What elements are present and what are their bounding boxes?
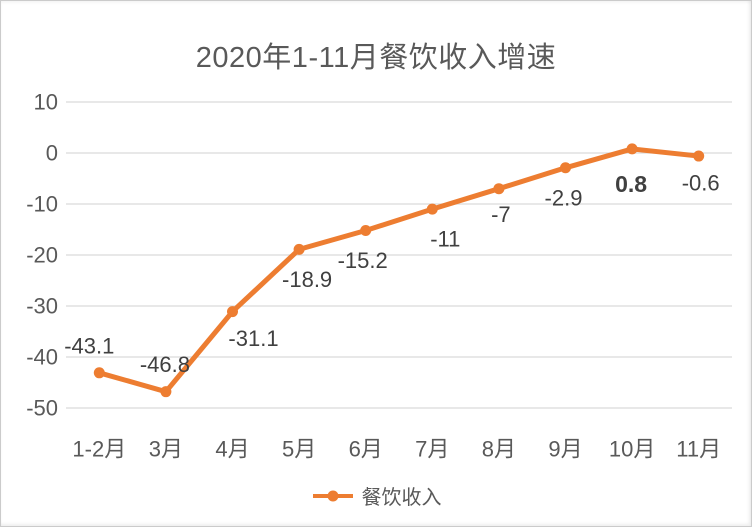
data-point-marker bbox=[293, 243, 305, 255]
x-category-label: 1-2月 bbox=[72, 437, 126, 462]
data-label: -15.2 bbox=[338, 248, 388, 273]
data-point-marker bbox=[693, 150, 705, 162]
data-label: -31.1 bbox=[228, 326, 278, 351]
data-point-marker bbox=[227, 306, 238, 318]
x-category-label: 4月 bbox=[215, 437, 249, 462]
y-tick-label: -20 bbox=[26, 243, 58, 268]
y-tick-label: 10 bbox=[34, 90, 58, 115]
x-category-label: 9月 bbox=[548, 437, 582, 462]
data-label: -18.9 bbox=[282, 267, 332, 292]
y-tick-label: 0 bbox=[46, 141, 58, 166]
x-category-label: 8月 bbox=[482, 437, 516, 462]
data-point-marker bbox=[360, 225, 372, 237]
data-label-highlighted: 0.8 bbox=[615, 171, 647, 197]
x-category-label: 7月 bbox=[415, 437, 449, 462]
data-label: -46.8 bbox=[140, 352, 190, 377]
data-label: -2.9 bbox=[545, 185, 583, 210]
series-line bbox=[96, 146, 702, 395]
y-tick-label: -40 bbox=[26, 345, 58, 370]
chart-legend: 餐饮收入 bbox=[1, 481, 751, 510]
data-point-marker bbox=[560, 162, 571, 174]
data-point-marker bbox=[493, 183, 505, 195]
data-label: -7 bbox=[491, 202, 511, 227]
x-category-label: 3月 bbox=[149, 437, 183, 462]
x-category-label: 5月 bbox=[282, 437, 316, 462]
chart-title: 2020年1-11月餐饮收入增速 bbox=[195, 42, 557, 74]
data-point-marker bbox=[93, 367, 105, 379]
y-tick-label: -30 bbox=[26, 294, 58, 319]
data-label: -11 bbox=[430, 227, 460, 252]
legend-line-marker-icon bbox=[312, 490, 353, 501]
data-point-marker bbox=[626, 143, 638, 155]
data-label: -0.6 bbox=[682, 171, 720, 196]
x-category-label: 11月 bbox=[676, 437, 721, 462]
x-category-label: 10月 bbox=[609, 437, 655, 462]
y-tick-label: -50 bbox=[26, 396, 58, 421]
data-label: -43.1 bbox=[64, 333, 114, 358]
data-point-marker bbox=[426, 203, 438, 215]
legend-series-label: 餐饮收入 bbox=[361, 487, 442, 509]
data-point-marker bbox=[160, 386, 172, 398]
x-category-label: 6月 bbox=[349, 437, 383, 462]
y-tick-label: -10 bbox=[26, 192, 58, 217]
